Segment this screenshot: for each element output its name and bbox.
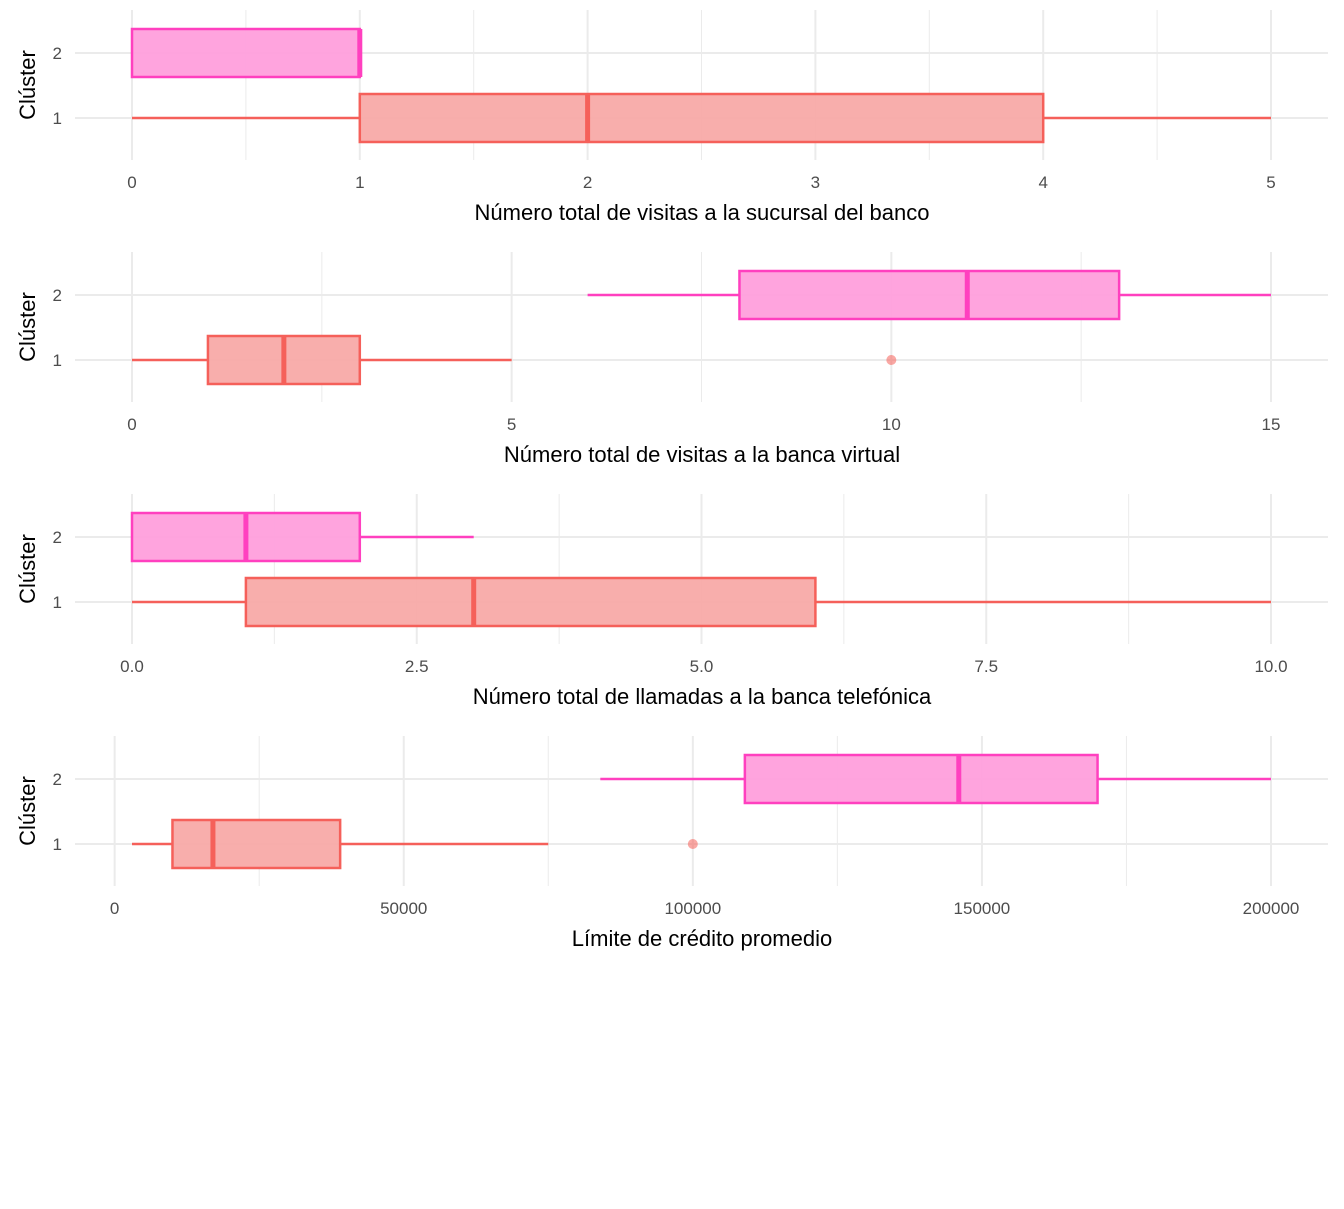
y-tick-label: 2 bbox=[53, 770, 62, 789]
y-tick-label: 2 bbox=[53, 286, 62, 305]
y-axis-label: Clúster bbox=[15, 776, 40, 846]
x-tick-label: 50000 bbox=[380, 899, 427, 918]
y-tick-label: 1 bbox=[53, 351, 62, 370]
box-cluster-2 bbox=[130, 27, 363, 79]
x-tick-label: 5 bbox=[507, 415, 516, 434]
x-tick-label: 5.0 bbox=[690, 657, 714, 676]
y-axis-label: Clúster bbox=[15, 50, 40, 120]
x-axis-label: Número total de visitas a la banca virtu… bbox=[504, 442, 900, 467]
x-tick-label: 150000 bbox=[954, 899, 1011, 918]
box bbox=[171, 818, 342, 870]
box-cluster-1 bbox=[132, 92, 1271, 144]
box-cluster-2 bbox=[600, 753, 1271, 805]
x-tick-label: 7.5 bbox=[974, 657, 998, 676]
box bbox=[130, 27, 362, 79]
box-cluster-1 bbox=[132, 334, 897, 386]
y-tick-label: 1 bbox=[53, 835, 62, 854]
panel-4: 0 50000 100000 150000 200000 1 2 Límite de créd… bbox=[15, 736, 1328, 951]
x-tick-label: 1 bbox=[355, 173, 364, 192]
y-tick-label: 2 bbox=[53, 44, 62, 63]
box-cluster-1 bbox=[132, 818, 698, 870]
x-tick-label: 15 bbox=[1262, 415, 1281, 434]
x-tick-label: 0.0 bbox=[120, 657, 144, 676]
box bbox=[738, 269, 1121, 321]
x-axis-label: Límite de crédito promedio bbox=[572, 926, 832, 951]
box-cluster-2 bbox=[587, 269, 1271, 321]
x-tick-label: 4 bbox=[1038, 173, 1047, 192]
box bbox=[743, 753, 1099, 805]
x-axis-label: Número total de visitas a la sucursal de… bbox=[475, 200, 930, 225]
box-cluster-2 bbox=[130, 511, 474, 563]
box bbox=[358, 92, 1045, 144]
panel-1: 0 1 2 3 4 5 1 2 Número total de visitas a la suc… bbox=[15, 10, 1328, 225]
x-tick-label: 10 bbox=[882, 415, 901, 434]
x-tick-label: 5 bbox=[1266, 173, 1275, 192]
y-tick-label: 2 bbox=[53, 528, 62, 547]
panel-3: 0.0 2.5 5.0 7.5 10.0 1 2 Número total de llamad… bbox=[15, 494, 1328, 709]
y-axis-label: Clúster bbox=[15, 292, 40, 362]
panel-2: 0 5 10 15 1 2 Número total de visitas a la ban… bbox=[15, 252, 1328, 467]
x-tick-label: 0 bbox=[127, 415, 136, 434]
y-axis-label: Clúster bbox=[15, 534, 40, 604]
x-tick-label: 0 bbox=[127, 173, 136, 192]
x-tick-label: 100000 bbox=[664, 899, 721, 918]
x-tick-label: 3 bbox=[811, 173, 820, 192]
x-tick-label: 2.5 bbox=[405, 657, 429, 676]
x-tick-label: 0 bbox=[110, 899, 119, 918]
y-tick-label: 1 bbox=[53, 593, 62, 612]
x-axis-label: Número total de llamadas a la banca tele… bbox=[473, 684, 932, 709]
x-tick-label: 2 bbox=[583, 173, 592, 192]
x-tick-label: 200000 bbox=[1243, 899, 1300, 918]
box bbox=[244, 576, 817, 628]
y-tick-label: 1 bbox=[53, 109, 62, 128]
box-cluster-1 bbox=[132, 576, 1271, 628]
x-tick-label: 10.0 bbox=[1254, 657, 1287, 676]
outlier-point bbox=[687, 839, 698, 849]
outlier-point bbox=[886, 355, 897, 365]
